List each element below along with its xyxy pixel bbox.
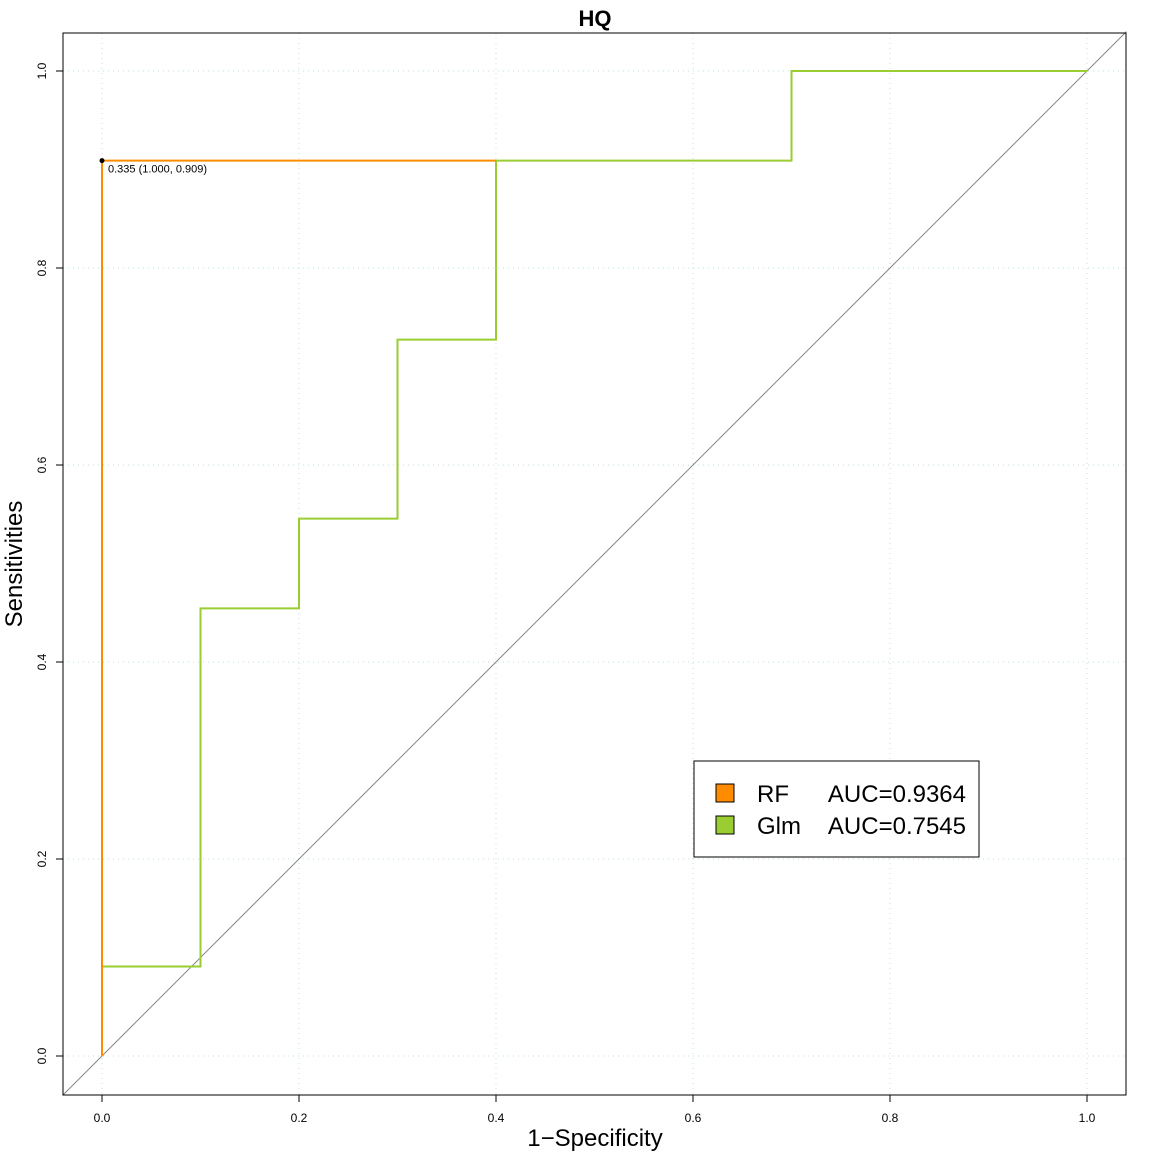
legend-swatch-glm xyxy=(715,815,735,835)
y-tick-label: 0.2 xyxy=(35,850,49,867)
x-tick-label: 1.0 xyxy=(1079,1111,1096,1125)
x-tick-label: 0.6 xyxy=(685,1111,702,1125)
legend-auc-rf: AUC=0.9364 xyxy=(828,781,966,808)
y-tick-label: 0.0 xyxy=(35,1047,49,1064)
legend: RF AUC=0.9364 Glm AUC=0.7545 xyxy=(693,760,980,858)
legend-box xyxy=(693,760,980,858)
legend-auc-glm: AUC=0.7545 xyxy=(828,813,966,840)
series-line-rf xyxy=(101,159,496,1056)
threshold-label: 0.335 (1.000, 0.909) xyxy=(108,164,207,176)
y-tick-label: 0.4 xyxy=(35,653,49,670)
y-axis: 0.0 0.2 0.4 0.6 0.8 1.0 xyxy=(35,62,64,1064)
x-tick-label: 0.0 xyxy=(94,1111,111,1125)
y-tick-label: 1.0 xyxy=(35,62,49,79)
threshold-point xyxy=(99,158,105,164)
y-axis-title: Sensitivities xyxy=(1,501,28,628)
x-axis: 0.0 0.2 0.4 0.6 0.8 1.0 xyxy=(94,1094,1096,1125)
x-tick-label: 0.4 xyxy=(488,1111,505,1125)
x-axis-title: 1−Specificity xyxy=(527,1125,662,1152)
x-tick-label: 0.2 xyxy=(291,1111,308,1125)
legend-label-rf: RF xyxy=(757,781,789,808)
x-tick-label: 0.8 xyxy=(882,1111,899,1125)
annotation-layer: 0.335 (1.000, 0.909) xyxy=(99,158,207,176)
y-tick-label: 0.8 xyxy=(35,259,49,276)
legend-swatch-rf xyxy=(715,783,735,803)
series-line-glm xyxy=(101,70,1087,1056)
diagonal-reference-line xyxy=(62,31,1127,1096)
legend-label-glm: Glm xyxy=(757,813,801,840)
chart-title: HQ xyxy=(579,6,612,31)
y-tick-label: 0.6 xyxy=(35,456,49,473)
series-layer xyxy=(101,70,1087,1056)
